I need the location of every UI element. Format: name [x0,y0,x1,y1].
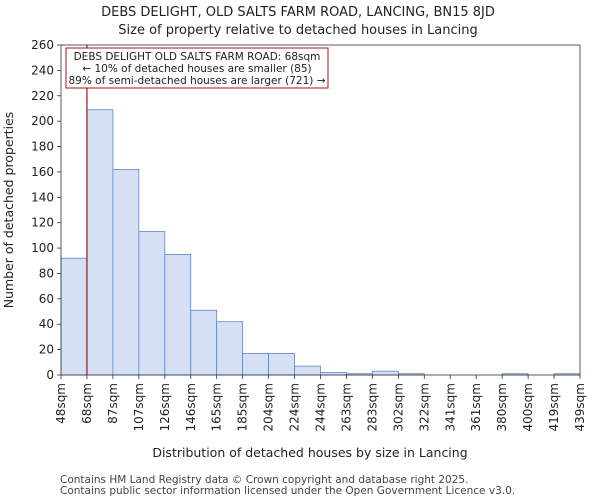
x-tick-label: 302sqm [391,383,405,431]
x-axis-label: Distribution of detached houses by size … [152,445,467,460]
x-tick-label: 224sqm [288,383,302,431]
x-tick-label: 361sqm [469,383,483,431]
y-tick-label: 180 [31,140,54,154]
annotation-box: DEBS DELIGHT OLD SALTS FARM ROAD: 68sqm … [65,47,329,89]
x-tick-label: 185sqm [236,383,250,431]
x-tick-label: 204sqm [262,383,276,431]
y-tick-label: 20 [39,343,54,357]
x-tick-label: 126sqm [158,383,172,431]
bar-68sqm [86,109,114,376]
bar-146sqm [190,309,218,376]
x-tick-label: 146sqm [184,383,198,431]
bar-204sqm [268,353,295,376]
y-axis-label: Number of detached properties [1,112,16,309]
x-tick-label: 107sqm [132,383,146,431]
bars-group [60,109,581,376]
bar-165sqm [216,321,244,376]
y-tick-label: 80 [39,266,54,280]
x-tick-label: 322sqm [417,383,431,431]
bar-107sqm [138,231,166,376]
y-tick-label: 0 [46,368,54,382]
y-ticks-group: 0 20 40 60 80 100 120 140 160 180 200 220 240 260 [31,38,61,382]
x-tick-label: 68sqm [80,383,94,424]
x-tick-label: 48sqm [54,383,68,424]
bar-48sqm [60,257,88,376]
x-tick-label: 263sqm [339,383,353,431]
chart-subtitle: Size of property relative to detached ho… [118,23,478,38]
y-tick-label: 200 [31,114,54,128]
x-tick-label: 87sqm [106,383,120,424]
bar-283sqm [371,370,399,376]
bar-224sqm [294,365,321,376]
chart-title: DEBS DELIGHT, OLD SALTS FARM ROAD, LANCI… [101,5,495,20]
y-tick-label: 120 [31,216,54,230]
x-tick-label: 341sqm [443,383,457,431]
bar-126sqm [164,254,192,376]
x-tick-label: 283sqm [365,383,379,431]
x-tick-label: 244sqm [314,383,328,431]
x-tick-label: 439sqm [573,383,587,431]
y-tick-label: 240 [31,63,54,77]
footer-line-2: Contains public sector information licen… [60,485,515,497]
x-tick-label: 400sqm [521,383,535,431]
y-tick-label: 40 [39,317,54,331]
bar-185sqm [242,353,269,376]
y-tick-label: 160 [31,165,54,179]
y-tick-label: 60 [39,292,54,306]
x-tick-label: 165sqm [210,383,224,431]
annotation-line-1: DEBS DELIGHT OLD SALTS FARM ROAD: 68sqm [74,51,321,63]
y-tick-label: 260 [31,38,54,52]
y-tick-label: 140 [31,190,54,204]
annotation-line-2: ← 10% of detached houses are smaller (85… [82,63,311,75]
annotation-line-3: 89% of semi-detached houses are larger (… [69,75,326,87]
bar-87sqm [112,168,140,376]
plot-frame [60,44,581,376]
x-ticks-group: 48sqm 68sqm 87sqm 107sqm 126sqm 146sqm 165sqm 1… [54,375,587,431]
y-tick-label: 220 [31,89,54,103]
footer-line-1: Contains HM Land Registry data © Crown c… [60,474,468,486]
y-tick-label: 100 [31,241,54,255]
x-tick-label: 419sqm [547,383,561,431]
x-tick-label: 380sqm [495,383,509,431]
annotation-frame [65,47,329,89]
